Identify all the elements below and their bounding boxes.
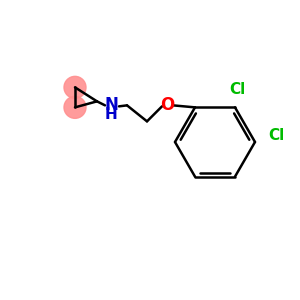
Text: Cl: Cl bbox=[268, 128, 284, 143]
Circle shape bbox=[64, 76, 86, 98]
Circle shape bbox=[64, 96, 86, 118]
Text: H: H bbox=[105, 107, 117, 122]
Text: O: O bbox=[160, 96, 174, 114]
Text: Cl: Cl bbox=[229, 82, 245, 98]
Text: N: N bbox=[104, 96, 118, 114]
